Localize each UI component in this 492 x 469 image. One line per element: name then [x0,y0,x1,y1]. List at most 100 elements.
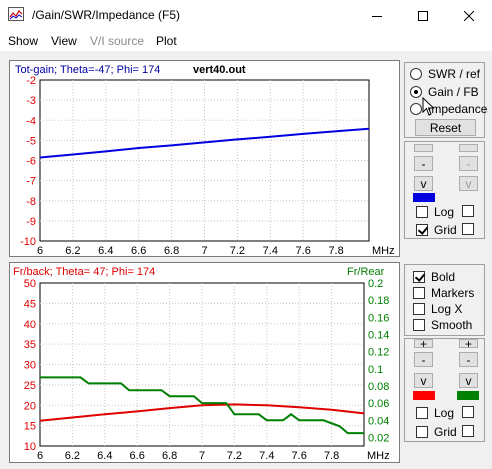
top-right-plus-button[interactable] [459,144,478,152]
mode-panel: SWR / ref Gain / FB Impedance Reset [404,62,487,138]
markers-checkbox[interactable]: Markers [413,286,474,300]
frontback-chart: 6 6.2 6.4 6.6 6.8 7 7.2 7.4 7.6 7.8 MHz 50 45 40 35 30 2… [13,266,390,462]
series-line-0 [39,127,370,159]
markers-box[interactable] [413,287,425,299]
bottom-grid-right-box[interactable] [462,425,474,437]
bottom-right-minus-button[interactable]: - [459,352,478,367]
top-left-down-button[interactable]: v [414,176,433,191]
x-tick-label: 7.8 [324,450,339,462]
top-grid-right-box[interactable] [462,223,474,235]
y2-tick-label: 0.06 [368,398,389,410]
x-tick-label: 6 [37,245,43,257]
series-line-1 [40,376,364,435]
gain-plot[interactable]: 6 6.2 6.4 6.6 6.8 7 7.2 7.4 7.6 7.8 MHz -2 -3 -4 -5 -6 -… [9,60,400,257]
y-tick-label: 15 [24,421,36,433]
x-axis-label: MHz [372,245,395,257]
bottom-grid-box[interactable] [416,426,428,438]
close-icon [464,10,474,21]
bottom-log-checkbox[interactable]: Log [416,406,454,420]
x-tick-label: 7.2 [227,450,242,462]
frontback-plot[interactable]: 6 6.2 6.4 6.6 6.8 7 7.2 7.4 7.6 7.8 MHz 50 45 40 35 30 2… [9,262,400,463]
bottom-left-plus-button[interactable]: + [414,337,433,351]
radio-gain-circle[interactable] [410,86,422,98]
menu-view[interactable]: View [51,34,77,48]
bottom-scale-panel: + + - - v v Log Grid [404,337,485,442]
bottom-log-label: Log [434,406,455,420]
top-right-minus-button[interactable]: - [459,156,478,171]
maximize-icon [418,10,428,21]
logx-box[interactable] [413,303,425,315]
title-bar: /Gain/SWR/Impedance (F5) [0,0,492,31]
top-scale-panel: - - v v Log Grid [404,141,485,239]
reset-button[interactable]: Reset [415,119,476,136]
top-log-box[interactable] [416,206,428,218]
bottom-log-box[interactable] [416,407,428,419]
y-tick-label: 10 [24,441,36,453]
gain-chart: 6 6.2 6.4 6.6 6.8 7 7.2 7.4 7.6 7.8 MHz -2 -3 -4 -5 -6 -… [15,64,395,257]
minimize-button[interactable] [354,0,400,31]
x-tick-label: 7.8 [328,245,343,257]
y-tick-label: 30 [24,360,36,372]
close-button[interactable] [446,0,492,31]
y-tick-label: 40 [24,319,36,331]
y-tick-label: 25 [24,380,36,392]
y-tick-label: -10 [20,236,36,248]
menu-plot[interactable]: Plot [156,34,177,48]
chart-icon [8,7,24,21]
bottom-left-down-button[interactable]: v [414,373,433,388]
minimize-icon [372,15,382,17]
bottom-log-right-box[interactable] [462,406,474,418]
top-log-right-box[interactable] [462,205,474,217]
top-log-checkbox[interactable]: Log [416,205,454,219]
bottom-right-plus-button[interactable]: + [459,337,478,351]
y2-tick-label: 0.14 [368,329,389,341]
x-tick-label: 6.2 [65,245,80,257]
top-left-plus-button[interactable] [414,144,433,152]
logx-label: Log X [431,302,463,316]
bold-label: Bold [431,270,456,284]
x-tick-label: 7 [199,450,205,462]
top-grid-label: Grid [434,223,457,237]
window-title: /Gain/SWR/Impedance (F5) [32,8,181,22]
x-axis-label: MHz [367,450,390,462]
y2-tick-label: 0.04 [368,415,389,427]
y-tick-label: -8 [26,196,36,208]
x-tick-label: 7.6 [296,245,311,257]
top-grid-checkbox[interactable]: Grid [416,223,457,237]
menu-bar: Show View V/I source Plot [0,31,492,51]
top-grid-box[interactable] [416,224,428,236]
frontback-series-swatch[interactable] [413,391,435,400]
gain-chart-title: Tot-gain; Theta=-47; Phi= 174 [15,64,160,76]
y-tick-label: -6 [26,156,36,168]
frontback-chart-title: Fr/back; Theta= 47; Phi= 174 [13,266,155,278]
options-panel: Bold Markers Log X Smooth [404,264,485,336]
bold-box[interactable] [413,271,425,283]
radio-impedance-label: Impedance [428,102,488,116]
logx-checkbox[interactable]: Log X [413,302,462,316]
bottom-left-minus-button[interactable]: - [414,352,433,367]
top-left-minus-button[interactable]: - [414,156,433,171]
y-tick-label: -7 [26,176,36,188]
bottom-right-down-button[interactable]: v [459,373,478,388]
bottom-grid-checkbox[interactable]: Grid [416,425,457,439]
x-tick-label: 6.6 [131,245,146,257]
smooth-label: Smooth [431,318,473,332]
radio-swr[interactable]: SWR / ref [410,67,480,81]
menu-vi-source[interactable]: V/I source [90,34,145,48]
radio-impedance-circle[interactable] [410,103,422,115]
radio-impedance[interactable]: Impedance [410,102,487,116]
radio-swr-circle[interactable] [410,68,422,80]
menu-show[interactable]: Show [8,34,39,48]
top-right-down-button[interactable]: v [459,176,478,191]
radio-swr-label: SWR / ref [428,67,481,81]
radio-gain[interactable]: Gain / FB [410,85,479,99]
top-log-label: Log [434,205,455,219]
bold-checkbox[interactable]: Bold [413,270,455,284]
bottom-grid-label: Grid [434,425,457,439]
gain-series-swatch[interactable] [413,193,435,202]
frrear-series-swatch[interactable] [457,391,479,400]
maximize-button[interactable] [400,0,446,31]
smooth-box[interactable] [413,319,425,331]
smooth-checkbox[interactable]: Smooth [413,318,472,332]
x-tick-label: 7.2 [230,245,245,257]
